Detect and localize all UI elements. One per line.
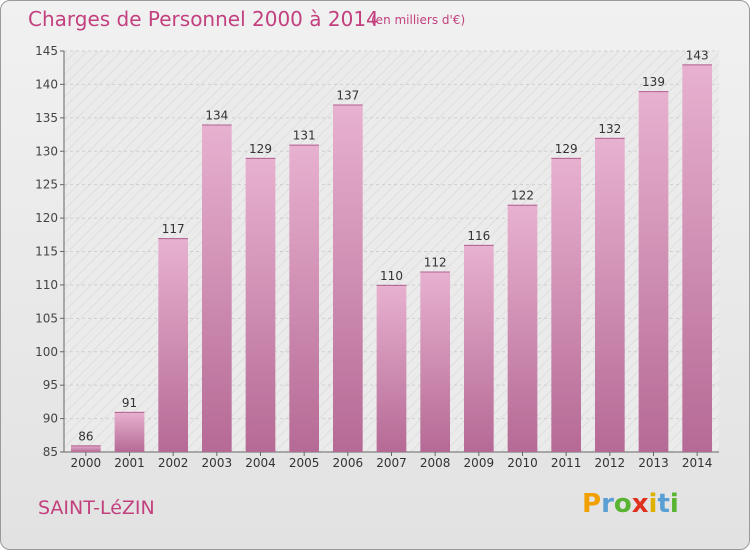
y-tick-label: 100 — [35, 345, 58, 359]
bar — [114, 411, 145, 452]
bar-value-label: 86 — [78, 429, 93, 443]
bar-value-label: 131 — [293, 129, 316, 143]
y-tick-label: 145 — [35, 44, 58, 58]
y-tick-label: 125 — [35, 178, 58, 192]
chart-unit: (en milliers d'€) — [371, 13, 466, 27]
x-tick-label: 2014 — [682, 456, 713, 470]
bar-value-label: 143 — [686, 48, 709, 62]
proxiti-logo: Proxiti — [582, 489, 679, 519]
bar-value-label: 112 — [424, 256, 447, 270]
y-tick-label: 140 — [35, 77, 58, 91]
bar-value-label: 116 — [467, 229, 490, 243]
x-tick-label: 2004 — [245, 456, 276, 470]
logo-letter: x — [631, 489, 649, 519]
bar — [420, 271, 451, 452]
x-tick-label: 2010 — [507, 456, 538, 470]
x-tick-label: 2000 — [71, 456, 102, 470]
y-tick-label: 105 — [35, 311, 58, 325]
x-tick-label: 2009 — [464, 456, 495, 470]
y-tick-label: 120 — [35, 211, 58, 225]
x-tick-label: 2012 — [595, 456, 626, 470]
y-tick-label: 90 — [43, 412, 58, 426]
y-tick-label: 135 — [35, 111, 58, 125]
chart-title: Charges de Personnel 2000 à 2014 — [28, 7, 379, 31]
commune-name: SAINT-LéZIN — [38, 497, 155, 519]
bar — [463, 244, 494, 452]
logo-letter: P — [582, 489, 602, 519]
bar — [638, 91, 669, 452]
bar — [245, 157, 276, 452]
bar-value-label: 129 — [555, 142, 578, 156]
logo-letter: t — [657, 489, 670, 519]
bar-value-label: 91 — [122, 396, 137, 410]
x-tick-label: 2002 — [158, 456, 189, 470]
bar-value-label: 117 — [162, 222, 185, 236]
bar — [70, 445, 101, 452]
x-tick-label: 2001 — [114, 456, 145, 470]
logo-letter: o — [613, 489, 632, 519]
bar-value-label: 134 — [205, 109, 228, 123]
y-tick-label: 95 — [43, 378, 58, 392]
bar — [332, 104, 363, 452]
bar-value-label: 137 — [336, 88, 359, 102]
bar — [201, 124, 232, 453]
logo-letter: i — [648, 489, 658, 519]
bar — [507, 204, 538, 452]
bar-value-label: 122 — [511, 189, 534, 203]
bar — [682, 64, 713, 452]
bar-value-label: 132 — [598, 122, 621, 136]
x-tick-label: 2003 — [202, 456, 233, 470]
y-tick-label: 85 — [43, 445, 58, 459]
bar — [376, 284, 407, 452]
y-tick-label: 110 — [35, 278, 58, 292]
x-tick-label: 2011 — [551, 456, 582, 470]
y-tick-label: 115 — [35, 245, 58, 259]
bar — [289, 144, 320, 453]
bar-value-label: 139 — [642, 75, 665, 89]
x-tick-label: 2013 — [638, 456, 669, 470]
x-tick-label: 2007 — [376, 456, 407, 470]
x-tick-label: 2008 — [420, 456, 451, 470]
bar — [594, 137, 625, 452]
y-tick-label: 130 — [35, 144, 58, 158]
logo-letter: i — [669, 489, 679, 519]
logo-letter: r — [601, 489, 614, 519]
bar-value-label: 110 — [380, 269, 403, 283]
bar — [551, 157, 582, 452]
bar-value-label: 129 — [249, 142, 272, 156]
x-tick-label: 2006 — [333, 456, 364, 470]
x-tick-label: 2005 — [289, 456, 320, 470]
bar — [158, 238, 189, 452]
